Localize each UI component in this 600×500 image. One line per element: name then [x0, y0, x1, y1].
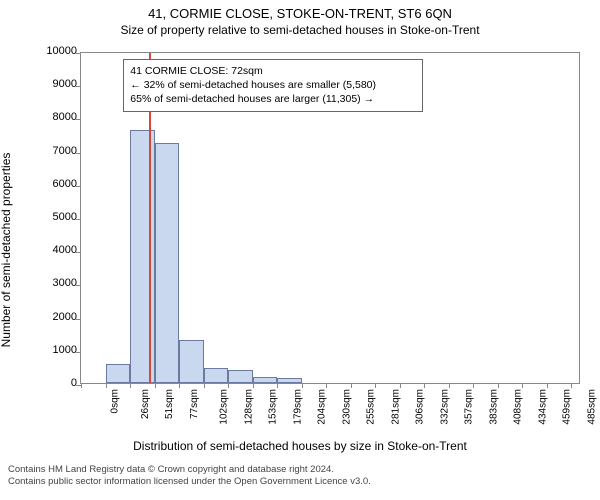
- y-tick-label: 7000: [37, 145, 81, 157]
- histogram-bar: [106, 364, 131, 383]
- x-tick-mark: [179, 383, 180, 388]
- x-tick-mark: [302, 383, 303, 388]
- x-tick-label: 408sqm: [513, 389, 524, 425]
- y-tick-label: 6000: [37, 178, 81, 190]
- y-tick-label: 8000: [37, 111, 81, 123]
- x-tick-mark: [277, 383, 278, 388]
- x-tick-label: 26sqm: [140, 389, 151, 419]
- x-tick-label: 179sqm: [292, 389, 303, 425]
- x-tick-label: 204sqm: [317, 389, 328, 425]
- x-tick-mark: [424, 383, 425, 388]
- histogram-bar: [155, 143, 180, 383]
- y-tick-mark: [76, 53, 81, 54]
- histogram-bar: [179, 340, 204, 383]
- footer-line: Contains public sector information licen…: [8, 476, 371, 488]
- x-tick-mark: [375, 383, 376, 388]
- x-tick-label: 153sqm: [268, 389, 279, 425]
- footer-attribution: Contains HM Land Registry data © Crown c…: [8, 464, 371, 489]
- y-axis-label: Number of semi-detached properties: [0, 153, 13, 348]
- x-tick-label: 102sqm: [219, 389, 230, 425]
- y-tick-label: 10000: [37, 45, 81, 57]
- histogram-bar: [204, 368, 229, 383]
- y-tick-mark: [76, 319, 81, 320]
- x-tick-mark: [449, 383, 450, 388]
- y-tick-label: 9000: [37, 78, 81, 90]
- annotation-line: 65% of semi-detached houses are larger (…: [130, 92, 416, 106]
- chart-title: 41, CORMIE CLOSE, STOKE-ON-TRENT, ST6 6Q…: [0, 0, 600, 21]
- x-tick-label: 230sqm: [341, 389, 352, 425]
- annotation-line: ← 32% of semi-detached houses are smalle…: [130, 78, 416, 92]
- chart-subtitle: Size of property relative to semi-detach…: [0, 21, 600, 37]
- x-tick-label: 332sqm: [439, 389, 450, 425]
- plot-area: 0100020003000400050006000700080009000100…: [80, 52, 580, 384]
- x-axis-label: Distribution of semi-detached houses by …: [0, 439, 600, 453]
- x-tick-label: 357sqm: [464, 389, 475, 425]
- x-tick-label: 306sqm: [415, 389, 426, 425]
- y-tick-label: 0: [37, 377, 81, 389]
- y-tick-label: 4000: [37, 244, 81, 256]
- x-tick-mark: [130, 383, 131, 388]
- x-tick-mark: [155, 383, 156, 388]
- x-tick-mark: [106, 383, 107, 388]
- y-tick-mark: [76, 119, 81, 120]
- y-tick-label: 5000: [37, 211, 81, 223]
- x-tick-label: 255sqm: [366, 389, 377, 425]
- x-tick-mark: [571, 383, 572, 388]
- x-tick-mark: [351, 383, 352, 388]
- y-tick-mark: [76, 153, 81, 154]
- annotation-line: 41 CORMIE CLOSE: 72sqm: [130, 64, 416, 78]
- x-tick-label: 77sqm: [189, 389, 200, 419]
- y-tick-mark: [76, 352, 81, 353]
- x-tick-mark: [81, 383, 82, 388]
- y-tick-mark: [76, 285, 81, 286]
- y-tick-label: 2000: [37, 311, 81, 323]
- footer-line: Contains HM Land Registry data © Crown c…: [8, 464, 371, 476]
- x-tick-mark: [522, 383, 523, 388]
- y-tick-mark: [76, 86, 81, 87]
- x-tick-label: 281sqm: [390, 389, 401, 425]
- annotation-box: 41 CORMIE CLOSE: 72sqm ← 32% of semi-det…: [123, 59, 423, 112]
- y-tick-mark: [76, 252, 81, 253]
- figure: { "title": "41, CORMIE CLOSE, STOKE-ON-T…: [0, 0, 600, 500]
- x-tick-label: 434sqm: [537, 389, 548, 425]
- x-tick-mark: [400, 383, 401, 388]
- x-tick-mark: [204, 383, 205, 388]
- x-tick-label: 0sqm: [109, 389, 120, 413]
- x-tick-mark: [253, 383, 254, 388]
- x-tick-label: 128sqm: [243, 389, 254, 425]
- y-tick-mark: [76, 186, 81, 187]
- x-tick-mark: [547, 383, 548, 388]
- histogram-bar: [277, 378, 302, 383]
- x-tick-mark: [473, 383, 474, 388]
- y-tick-label: 1000: [37, 344, 81, 356]
- x-tick-mark: [228, 383, 229, 388]
- histogram-bar: [228, 370, 253, 383]
- x-tick-mark: [498, 383, 499, 388]
- histogram-bar: [253, 377, 278, 383]
- x-tick-label: 383sqm: [488, 389, 499, 425]
- x-tick-label: 51sqm: [164, 389, 175, 419]
- x-tick-label: 459sqm: [562, 389, 573, 425]
- y-tick-mark: [76, 219, 81, 220]
- x-tick-label: 485sqm: [586, 389, 597, 425]
- y-tick-label: 3000: [37, 277, 81, 289]
- x-tick-mark: [326, 383, 327, 388]
